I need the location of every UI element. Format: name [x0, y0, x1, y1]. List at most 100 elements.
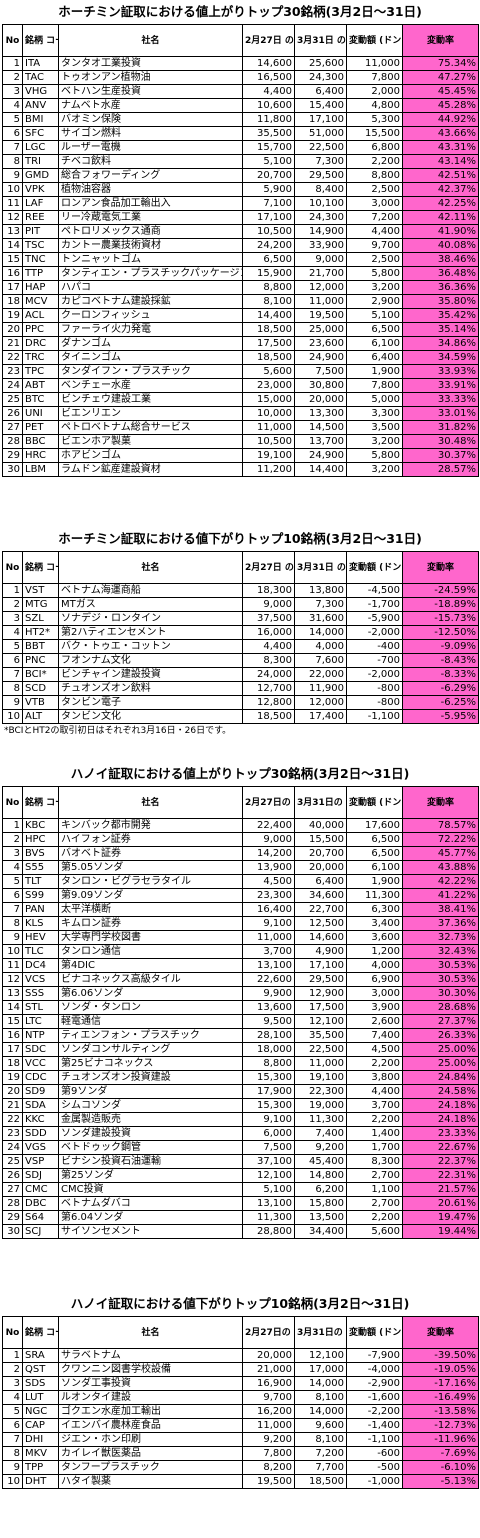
cell-prev: 4,400: [242, 84, 295, 99]
cell-change: -1,100: [346, 1432, 403, 1447]
cell-code: BBT: [22, 639, 59, 654]
cell-name: ペトロベトナム総合サービス: [58, 420, 243, 435]
table-row: 10 ALT タンビン文化 18,500 17,400 -1,100 -5.95%: [2, 709, 479, 724]
cell-change: 9,700: [346, 238, 403, 253]
cell-change: 1,100: [346, 1182, 403, 1197]
cell-cur: 12,900: [294, 986, 347, 1001]
table-row: 12 REE リー冷蔵電気工業 17,100 24,300 7,200 42.11%: [2, 210, 479, 225]
cell-code: UNI: [22, 406, 59, 421]
table-row: 25 VSP ビナシン投資石油運輸 37,100 45,400 8,300 22.37%: [2, 1154, 479, 1169]
hcm-losers-section: ホーチミン証取における値下がりトップ10銘柄(3月2日～31日) No 銘柄 コ…: [0, 527, 480, 738]
cell-prev: 16,000: [242, 625, 295, 640]
cell-name: 植物油容器: [58, 182, 243, 197]
cell-code: QST: [22, 1362, 59, 1377]
cell-no: 5: [2, 1404, 23, 1419]
cell-no: 21: [2, 336, 23, 351]
cell-change: 5,000: [346, 392, 403, 407]
cell-cur: 34,400: [294, 1224, 347, 1239]
cell-no: 26: [2, 406, 23, 421]
cell-code: SRA: [22, 1348, 59, 1363]
table-row: 7 PAN 太平洋横断 16,400 22,700 6,300 38.41%: [2, 902, 479, 917]
cell-prev: 5,100: [242, 1182, 295, 1197]
cell-prev: 5,600: [242, 364, 295, 379]
cell-pct: 31.82%: [402, 420, 479, 435]
cell-change: 3,500: [346, 420, 403, 435]
cell-cur: 20,000: [294, 392, 347, 407]
table-row: 30 SCJ サイソンセメント 28,800 34,400 5,600 19.44%: [2, 1224, 479, 1239]
cell-cur: 13,700: [294, 434, 347, 449]
cell-change: 2,700: [346, 1168, 403, 1183]
cell-name: トンニャットゴム: [58, 252, 243, 267]
cell-code: SD9: [22, 1084, 59, 1099]
cell-prev: 9,700: [242, 1390, 295, 1405]
cell-cur: 17,100: [294, 958, 347, 973]
cell-change: 2,000: [346, 84, 403, 99]
cell-code: VGS: [22, 1140, 59, 1155]
cell-prev: 17,100: [242, 210, 295, 225]
cell-no: 7: [2, 667, 23, 682]
cell-prev: 18,300: [242, 583, 295, 598]
cell-name: ホアビンゴム: [58, 448, 243, 463]
cell-pct: -18.89%: [402, 597, 479, 612]
cell-prev: 18,000: [242, 1042, 295, 1057]
table-row: 12 VCS ビナコネックス高級タイル 22,600 29,500 6,900 30.53%: [2, 972, 479, 987]
cell-change: 6,100: [346, 860, 403, 875]
table-body: 1 ITA タンタオ工業投資 14,600 25,600 11,000 75.34% 2 TAC…: [2, 56, 479, 477]
cell-no: 12: [2, 972, 23, 987]
cell-name: ダナンゴム: [58, 336, 243, 351]
cell-code: ANV: [22, 98, 59, 113]
cell-cur: 6,400: [294, 84, 347, 99]
cell-cur: 8,400: [294, 182, 347, 197]
cell-cur: 7,200: [294, 1446, 347, 1461]
cell-pct: 24.18%: [402, 1112, 479, 1127]
cell-no: 16: [2, 266, 23, 281]
cell-code: DC4: [22, 958, 59, 973]
cell-code: CAP: [22, 1418, 59, 1433]
cell-pct: 38.41%: [402, 902, 479, 917]
cell-cur: 17,400: [294, 709, 347, 724]
cell-prev: 18,500: [242, 709, 295, 724]
header-code: 銘柄 コード: [22, 1316, 59, 1349]
table-row: 3 SDS ソンダ工事投資 16,900 14,000 -2,900 -17.16%: [2, 1376, 479, 1391]
cell-prev: 8,100: [242, 294, 295, 309]
cell-name: 第5.05ソンダ: [58, 860, 243, 875]
header-cur: 3月31日 の終値 (ドン): [294, 24, 347, 57]
cell-code: LTC: [22, 1014, 59, 1029]
cell-prev: 17,900: [242, 1084, 295, 1099]
cell-change: 2,700: [346, 1196, 403, 1211]
cell-name: ラムドン鉱産建設資材: [58, 462, 243, 477]
cell-cur: 12,000: [294, 280, 347, 295]
header-name: 社名: [58, 551, 243, 584]
cell-prev: 14,200: [242, 846, 295, 861]
cell-prev: 22,400: [242, 818, 295, 833]
cell-code: S55: [22, 860, 59, 875]
cell-pct: 45.77%: [402, 846, 479, 861]
cell-name: 太平洋横断: [58, 902, 243, 917]
cell-prev: 9,000: [242, 832, 295, 847]
table-row: 1 VST ベトナム海運商船 18,300 13,800 -4,500 -24.59%: [2, 583, 479, 598]
section-title: ホーチミン証取における値下がりトップ10銘柄(3月2日～31日): [58, 531, 422, 546]
cell-name: 第25ソンダ: [58, 1168, 243, 1183]
cell-pct: 27.37%: [402, 1014, 479, 1029]
cell-prev: 28,100: [242, 1028, 295, 1043]
cell-no: 7: [2, 140, 23, 155]
cell-code: HPC: [22, 832, 59, 847]
cell-prev: 5,900: [242, 182, 295, 197]
cell-name: キムロン証券: [58, 916, 243, 931]
cell-name: ジエン・ホン印刷: [58, 1432, 243, 1447]
cell-cur: 7,600: [294, 653, 347, 668]
cell-cur: 9,600: [294, 1418, 347, 1433]
cell-name: ビナシン投資石油運輸: [58, 1154, 243, 1169]
cell-no: 13: [2, 986, 23, 1001]
cell-name: クワンニン図書学校設備: [58, 1362, 243, 1377]
cell-code: KBC: [22, 818, 59, 833]
cell-cur: 17,100: [294, 112, 347, 127]
cell-change: -1,600: [346, 1390, 403, 1405]
cell-name: 金属製造販売: [58, 1112, 243, 1127]
cell-no: 20: [2, 322, 23, 337]
cell-change: 5,100: [346, 308, 403, 323]
cell-pct: 32.43%: [402, 944, 479, 959]
cell-pct: -19.05%: [402, 1362, 479, 1377]
cell-prev: 12,800: [242, 695, 295, 710]
cell-pct: 42.51%: [402, 168, 479, 183]
